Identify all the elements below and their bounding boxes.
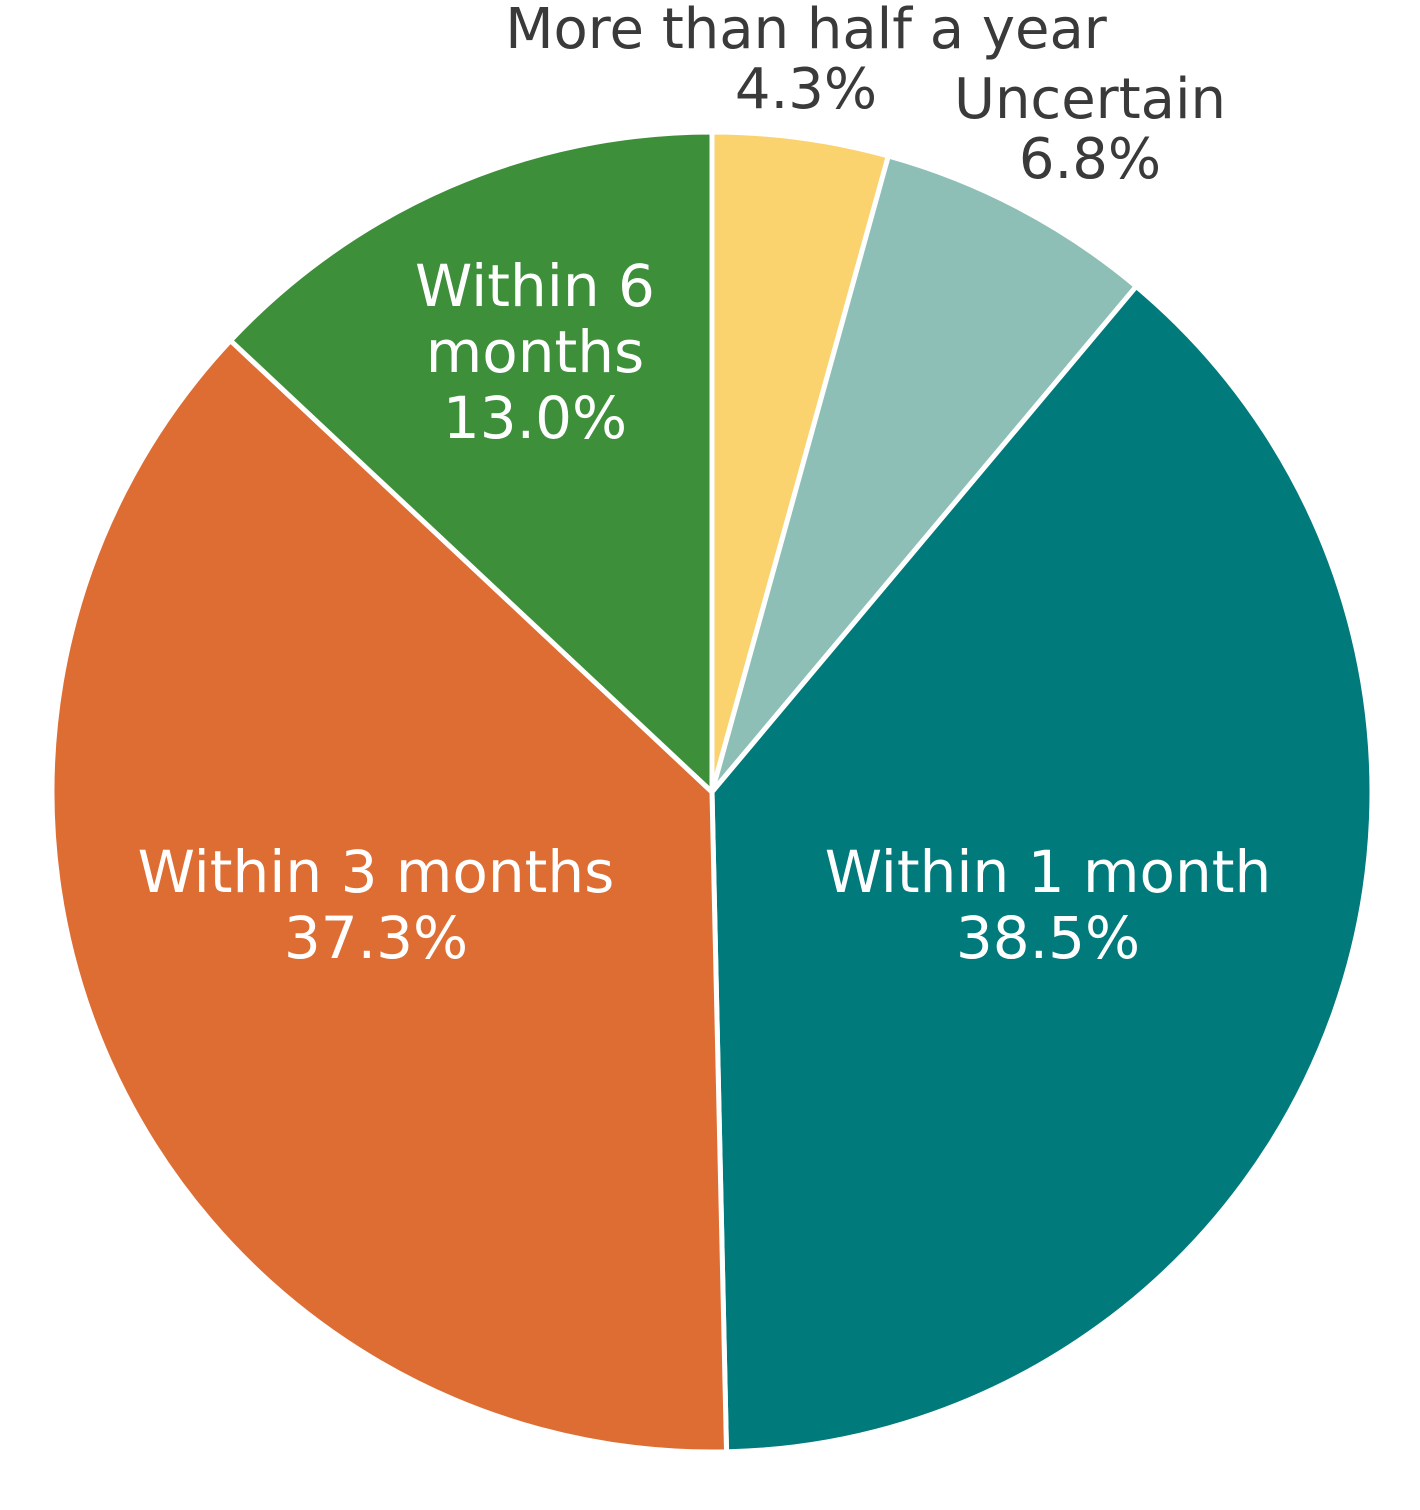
slice-label-line: months <box>426 318 644 386</box>
slice-label-within-6-months: Within 6 months 13.0% <box>415 252 655 452</box>
pie-slices <box>49 129 1375 1455</box>
slice-label-line: 38.5% <box>956 904 1140 972</box>
slice-label-line: Uncertain <box>954 67 1226 132</box>
slice-label-line: Within 6 <box>415 252 655 320</box>
pie-slice-within-6-months <box>228 129 715 795</box>
pie-slice-within-3-months <box>49 338 730 1455</box>
slice-label-line: More than half a year <box>505 0 1108 62</box>
slice-label-line: 4.3% <box>735 57 877 122</box>
slice-label-more-than-half-a-year: More than half a year 4.3% <box>505 0 1108 122</box>
slice-label-within-1-month: Within 1 month 38.5% <box>825 838 1272 972</box>
pie-labels: More than half a year 4.3% Uncertain 6.8%Wi… <box>138 0 1272 972</box>
slice-label-within-3-months: Within 3 months 37.3% <box>138 838 615 972</box>
pie-slice-uncertain <box>709 153 1139 795</box>
slice-label-line: Within 3 months <box>138 838 615 906</box>
slice-label-line: 13.0% <box>443 384 627 452</box>
slice-label-uncertain: Uncertain 6.8% <box>954 67 1226 192</box>
slice-label-line: 37.3% <box>284 904 468 972</box>
slice-label-line: 6.8% <box>1019 127 1161 192</box>
slice-label-line: Within 1 month <box>825 838 1272 906</box>
pie-slice-within-1-month <box>709 283 1375 1455</box>
